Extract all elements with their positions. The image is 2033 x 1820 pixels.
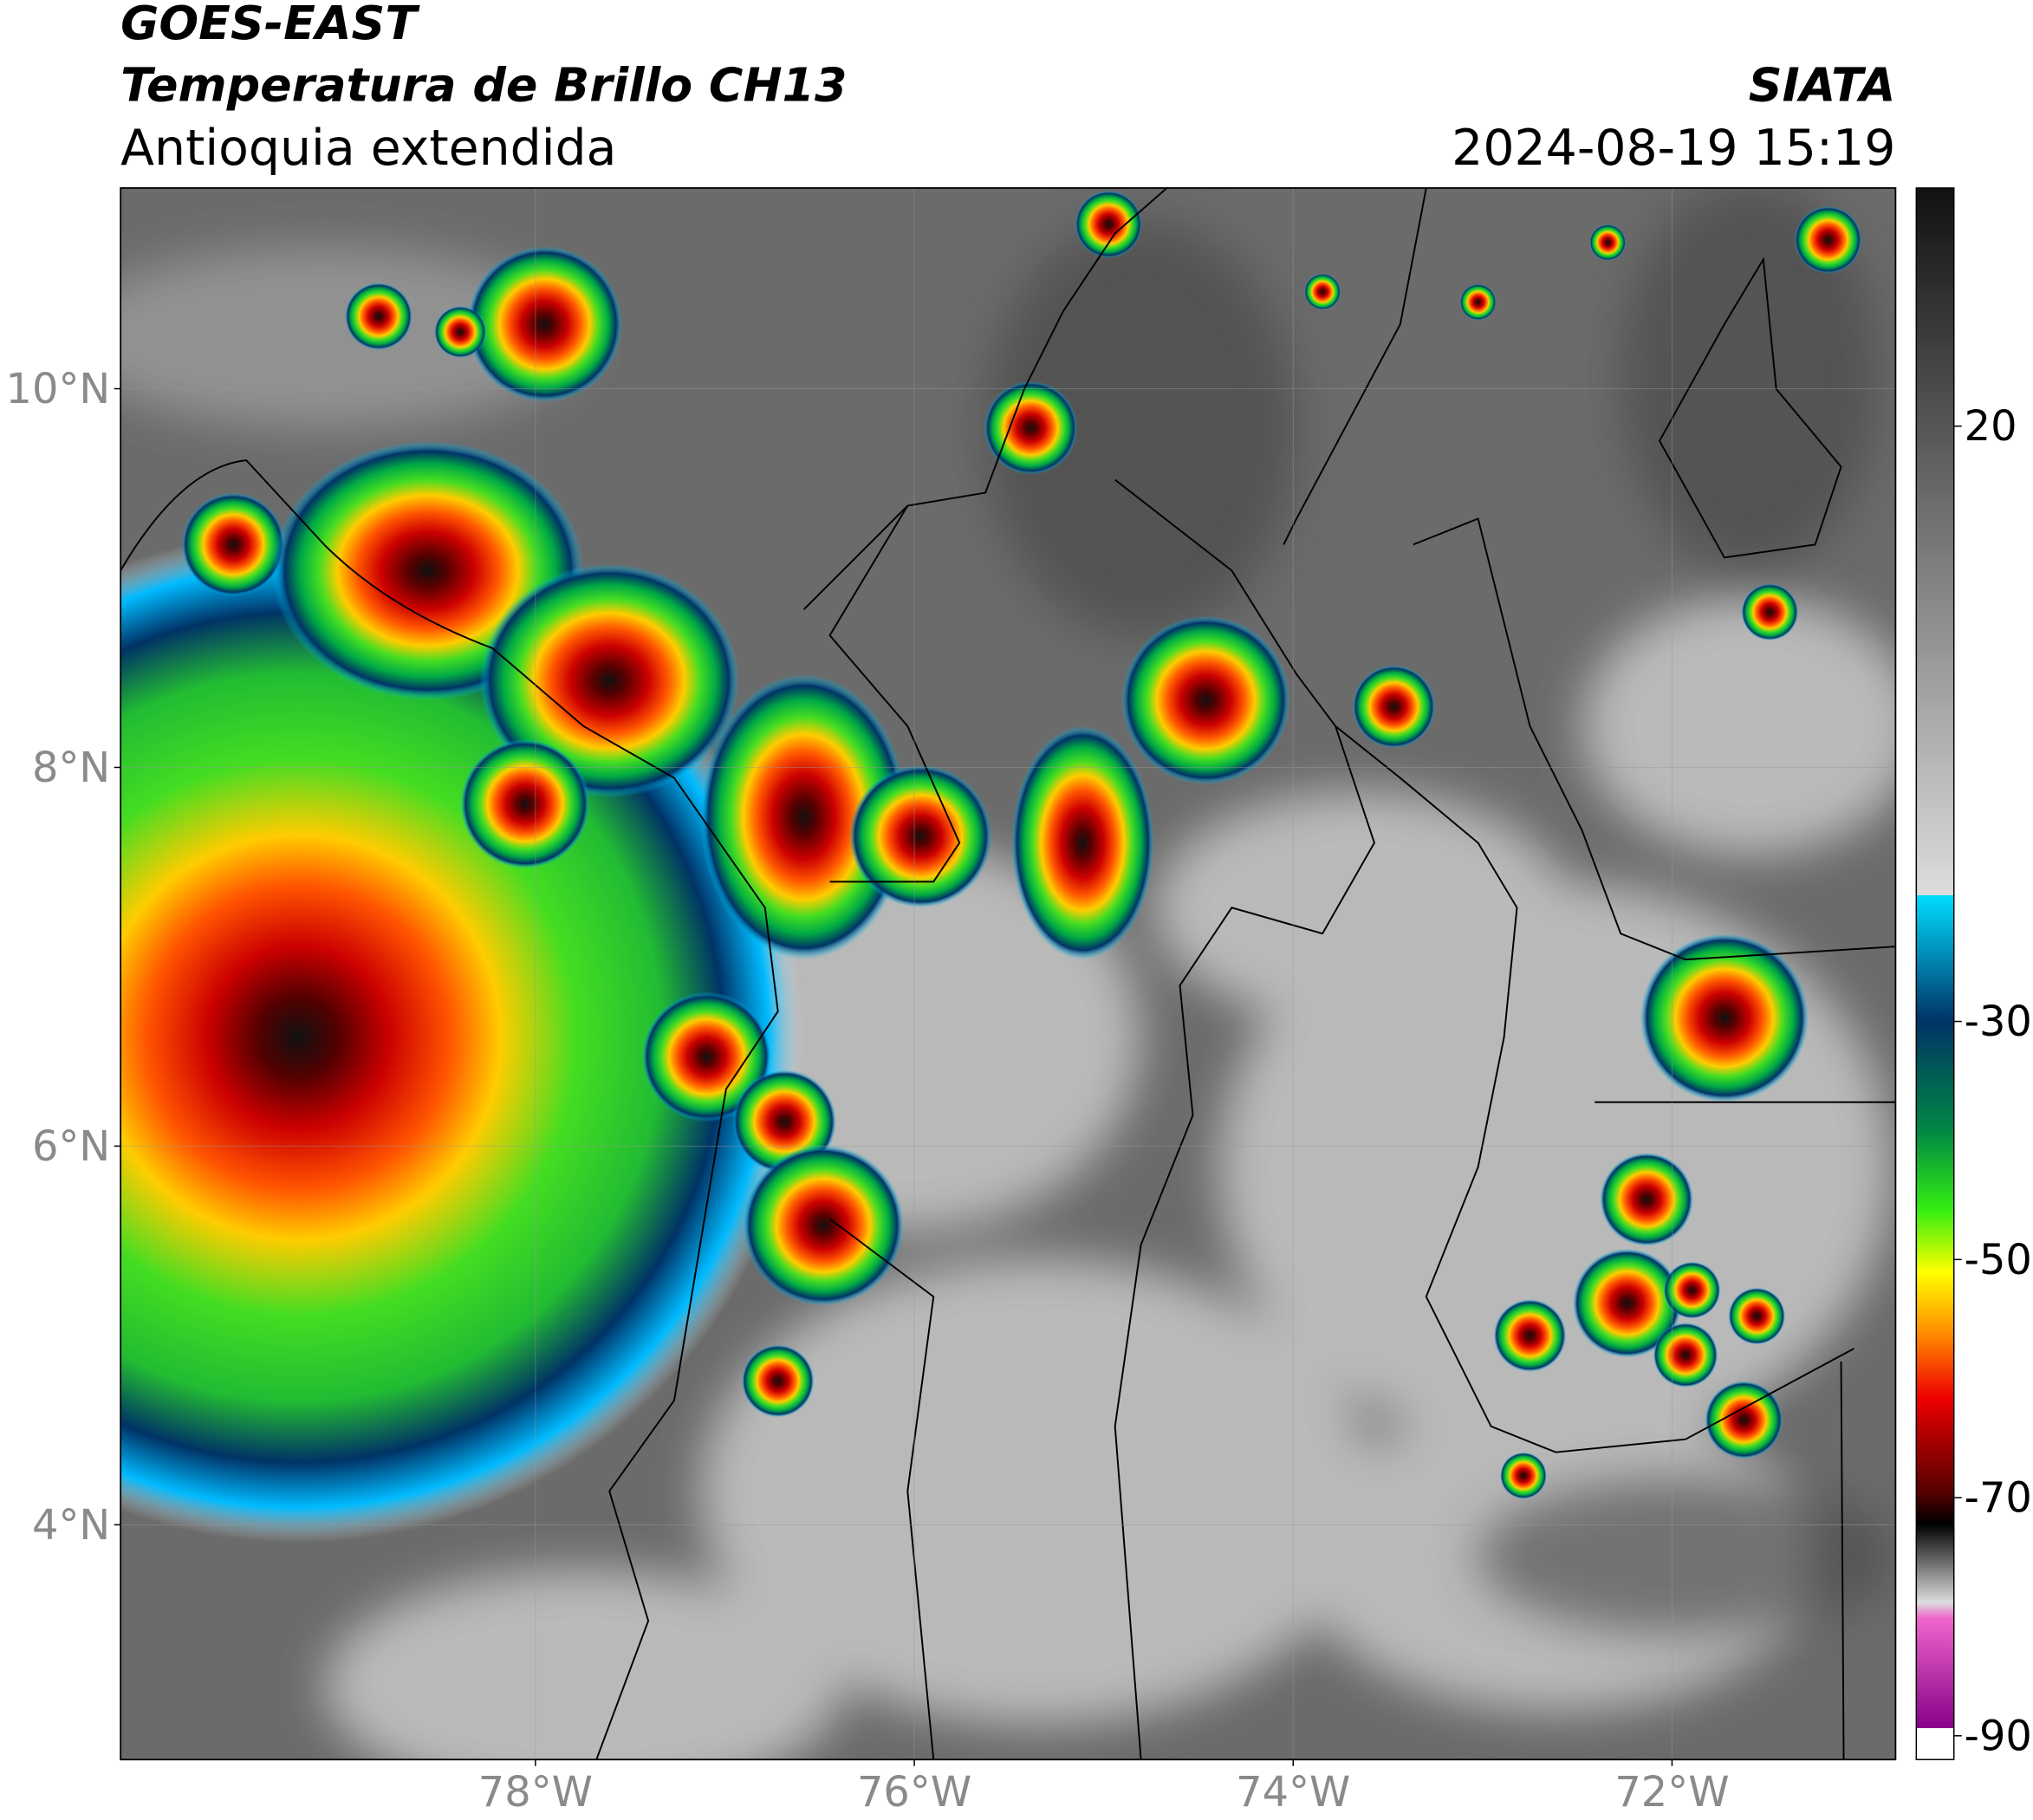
y-tick-label: 8°N [32, 744, 110, 792]
title: GOES-EAST [120, 0, 420, 50]
y-tick-label: 6°N [32, 1123, 110, 1171]
x-tick-label: 72°W [1614, 1769, 1729, 1817]
region: Antioquia extendida [120, 120, 616, 177]
graticule [120, 187, 1896, 1760]
x-tick-label: 76°W [857, 1769, 971, 1817]
colorbar-tick-label: -70 [1965, 1475, 2032, 1523]
map-frame [120, 187, 1897, 1761]
colorbar [1915, 187, 1955, 1761]
x-tick-label: 74°W [1236, 1769, 1350, 1817]
colorbar-tick-label: -50 [1965, 1237, 2032, 1284]
datetime: 2024-08-19 15:19 [1452, 120, 1895, 177]
y-tick-label: 10°N [6, 366, 111, 413]
axis-labels: 78°W 76°W 74°W 72°W 4°N 6°N 8°N 10°N 20 -30 -50 -70… [6, 366, 2032, 1817]
x-tick-label: 78°W [478, 1769, 593, 1817]
colorbar-tick-label: -90 [1965, 1713, 2032, 1760]
satellite-image [120, 187, 1896, 1760]
source: SIATA [1749, 58, 1896, 113]
subtitle: Temperatura de Brillo CH13 [120, 58, 847, 113]
colorbar-tick-label: 20 [1965, 403, 2017, 451]
colorbar-tick-label: -30 [1965, 998, 2032, 1046]
y-tick-label: 4°N [32, 1502, 110, 1550]
